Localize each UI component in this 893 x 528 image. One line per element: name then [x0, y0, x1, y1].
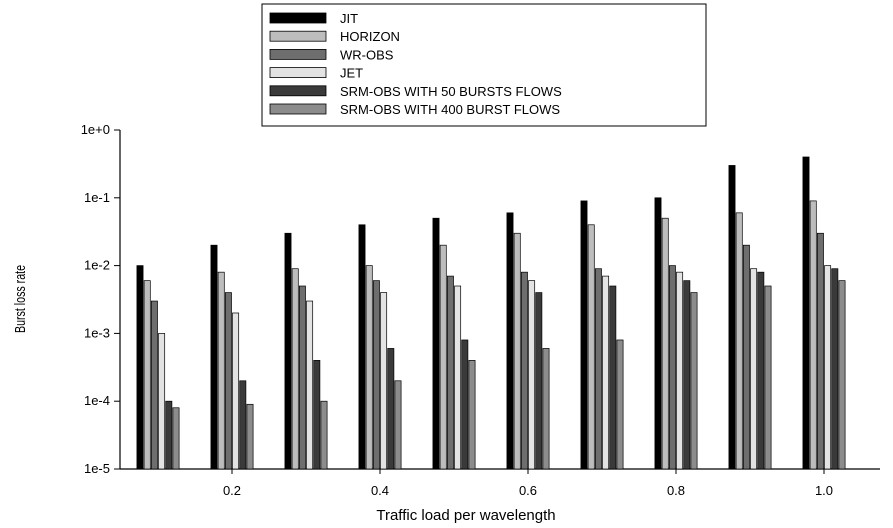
x-tick-label: 1.0 — [815, 483, 833, 498]
bar — [764, 285, 772, 470]
bar — [394, 380, 402, 470]
bar — [594, 268, 602, 470]
x-tick-label: 0.4 — [371, 483, 389, 498]
bar — [513, 232, 521, 470]
bar — [742, 244, 750, 470]
x-tick-label: 0.8 — [667, 483, 685, 498]
bar — [298, 285, 306, 470]
bar — [291, 268, 299, 470]
bar — [580, 200, 588, 470]
bar — [239, 380, 247, 470]
y-tick-label: 1e-3 — [84, 325, 110, 340]
bar — [210, 244, 218, 470]
bar — [535, 292, 543, 470]
bar — [217, 271, 225, 470]
bar — [468, 360, 476, 470]
bar — [831, 268, 839, 470]
legend-label: JIT — [340, 11, 358, 26]
bar — [306, 300, 314, 470]
bar — [158, 333, 166, 470]
bar — [690, 292, 698, 470]
tick-labels: 1e+0 1e-1 1e-2 1e-3 1e-4 1e-5 0.2 0.4 0.6 0.8 1.0 — [81, 122, 833, 498]
bar — [454, 285, 462, 470]
legend-label: WR-OBS — [340, 47, 394, 62]
legend-swatch — [269, 30, 327, 42]
bar — [432, 217, 440, 470]
bar — [802, 156, 810, 470]
bar — [165, 400, 173, 470]
bar — [320, 400, 328, 470]
bar — [750, 268, 758, 470]
bar — [387, 348, 395, 470]
y-tick-label: 1e-1 — [84, 190, 110, 205]
bar — [542, 348, 550, 470]
bar — [372, 280, 380, 470]
bar — [506, 212, 514, 470]
bar — [661, 217, 669, 470]
bar — [232, 312, 240, 470]
bar — [150, 300, 158, 470]
bar — [528, 280, 536, 470]
legend-label: SRM-OBS WITH 400 BURST FLOWS — [340, 102, 560, 117]
y-tick-label: 1e+0 — [81, 122, 110, 137]
bar — [520, 271, 528, 470]
bar — [683, 280, 691, 470]
bar — [654, 197, 662, 470]
bar — [380, 292, 388, 470]
legend-label: HORIZON — [340, 29, 400, 44]
bar — [616, 339, 624, 470]
bar — [446, 275, 454, 470]
bar — [365, 265, 373, 470]
bar — [172, 407, 180, 470]
bar — [358, 224, 366, 470]
legend-box — [261, 3, 707, 127]
legend-swatch — [269, 67, 327, 78]
legend-swatch — [269, 12, 327, 24]
bar — [439, 244, 447, 470]
legend-label: SRM-OBS WITH 50 BURSTS FLOWS — [340, 84, 562, 99]
bar — [735, 212, 743, 470]
y-tick-label: 1e-4 — [84, 393, 110, 408]
y-tick-label: 1e-2 — [84, 258, 110, 273]
bar — [136, 265, 144, 470]
bars — [136, 156, 846, 470]
x-tick-label: 0.6 — [519, 483, 537, 498]
x-axis-title: Traffic load per wavelength — [376, 507, 555, 524]
x-tick-label: 0.2 — [223, 483, 241, 498]
legend-swatch — [269, 49, 327, 60]
bar — [816, 232, 824, 470]
y-axis-title: Burst loss rate — [12, 265, 29, 333]
bar — [824, 265, 832, 470]
bar — [809, 200, 817, 470]
bar — [246, 403, 254, 470]
bar — [838, 280, 846, 470]
bar — [587, 224, 595, 470]
legend-label: JET — [340, 66, 363, 81]
bar — [224, 292, 232, 470]
bar — [676, 271, 684, 470]
y-tick-label: 1e-5 — [84, 461, 110, 476]
bar — [668, 265, 676, 470]
bar — [757, 271, 765, 470]
bar — [313, 360, 321, 470]
legend: JIT HORIZON WR-OBS JET SRM-OBS WITH 50 BURST… — [261, 3, 707, 127]
bar — [728, 165, 736, 470]
bar — [609, 285, 617, 470]
legend-swatch — [269, 85, 327, 97]
bar — [284, 232, 292, 470]
legend-swatch — [269, 103, 327, 115]
bar — [143, 280, 151, 470]
bar — [461, 339, 469, 470]
bar — [602, 275, 610, 470]
